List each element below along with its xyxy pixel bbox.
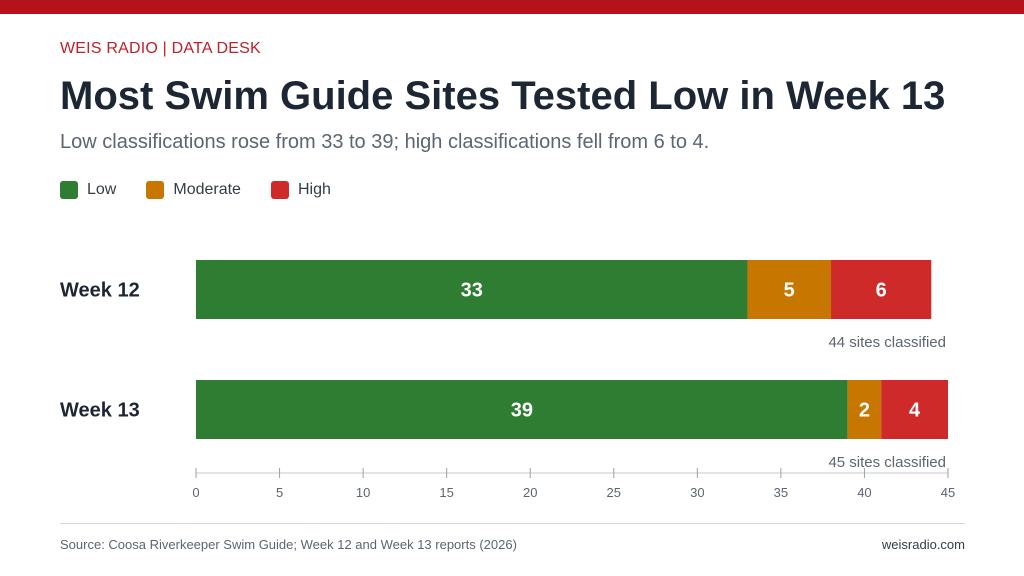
x-tick-label-0: 0 <box>192 485 199 500</box>
x-tick-label-35: 35 <box>774 485 788 500</box>
x-tick-label-15: 15 <box>439 485 453 500</box>
x-tick-label-40: 40 <box>857 485 871 500</box>
legend-label-moderate: Moderate <box>173 181 241 198</box>
footer-divider <box>60 523 965 524</box>
legend-item-high: High <box>270 181 331 199</box>
x-tick-label-30: 30 <box>690 485 704 500</box>
x-tick-label-20: 20 <box>523 485 537 500</box>
total-label-week-13: 45 sites classified <box>828 454 946 471</box>
data-label-moderate-week-12: 5 <box>784 280 795 302</box>
legend-swatch-moderate <box>146 181 165 199</box>
kicker: WEIS RADIO | DATA DESK <box>60 40 261 57</box>
legend-swatch-high <box>270 181 289 199</box>
x-tick-label-5: 5 <box>276 485 283 500</box>
top-accent-bar <box>0 0 1024 14</box>
site-credit: weisradio.com <box>881 537 965 552</box>
source-note: Source: Coosa Riverkeeper Swim Guide; We… <box>60 537 517 552</box>
total-label-week-12: 44 sites classified <box>828 334 946 351</box>
data-label-low-week-13: 39 <box>511 400 533 422</box>
category-label-week-12: Week 12 <box>60 280 140 302</box>
legend-swatch-low <box>60 181 78 199</box>
x-tick-label-10: 10 <box>356 485 370 500</box>
data-label-moderate-week-13: 2 <box>859 400 870 422</box>
bar-segment-high-week-12 <box>831 260 932 319</box>
bar-segment-high-week-13 <box>881 380 948 439</box>
legend-label-high: High <box>297 181 331 198</box>
data-label-high-week-12: 6 <box>876 280 887 302</box>
x-tick-label-25: 25 <box>607 485 621 500</box>
data-label-high-week-13: 4 <box>909 400 921 422</box>
chart-title: Most Swim Guide Sites Tested Low in Week… <box>60 74 946 118</box>
legend-item-moderate: Moderate <box>146 181 241 199</box>
x-tick-label-45: 45 <box>941 485 955 500</box>
legend: Low Moderate High <box>60 181 361 199</box>
bar-segment-low-week-13 <box>196 380 848 439</box>
data-label-low-week-12: 33 <box>461 280 483 302</box>
chart-subtitle: Low classifications rose from 33 to 39; … <box>60 131 710 153</box>
bar-segment-moderate-week-12 <box>747 260 832 319</box>
legend-item-low: Low <box>60 181 116 199</box>
bar-segment-moderate-week-13 <box>847 380 882 439</box>
legend-label-low: Low <box>87 181 117 198</box>
category-label-week-13: Week 13 <box>60 400 140 422</box>
bar-segment-low-week-12 <box>196 260 748 319</box>
